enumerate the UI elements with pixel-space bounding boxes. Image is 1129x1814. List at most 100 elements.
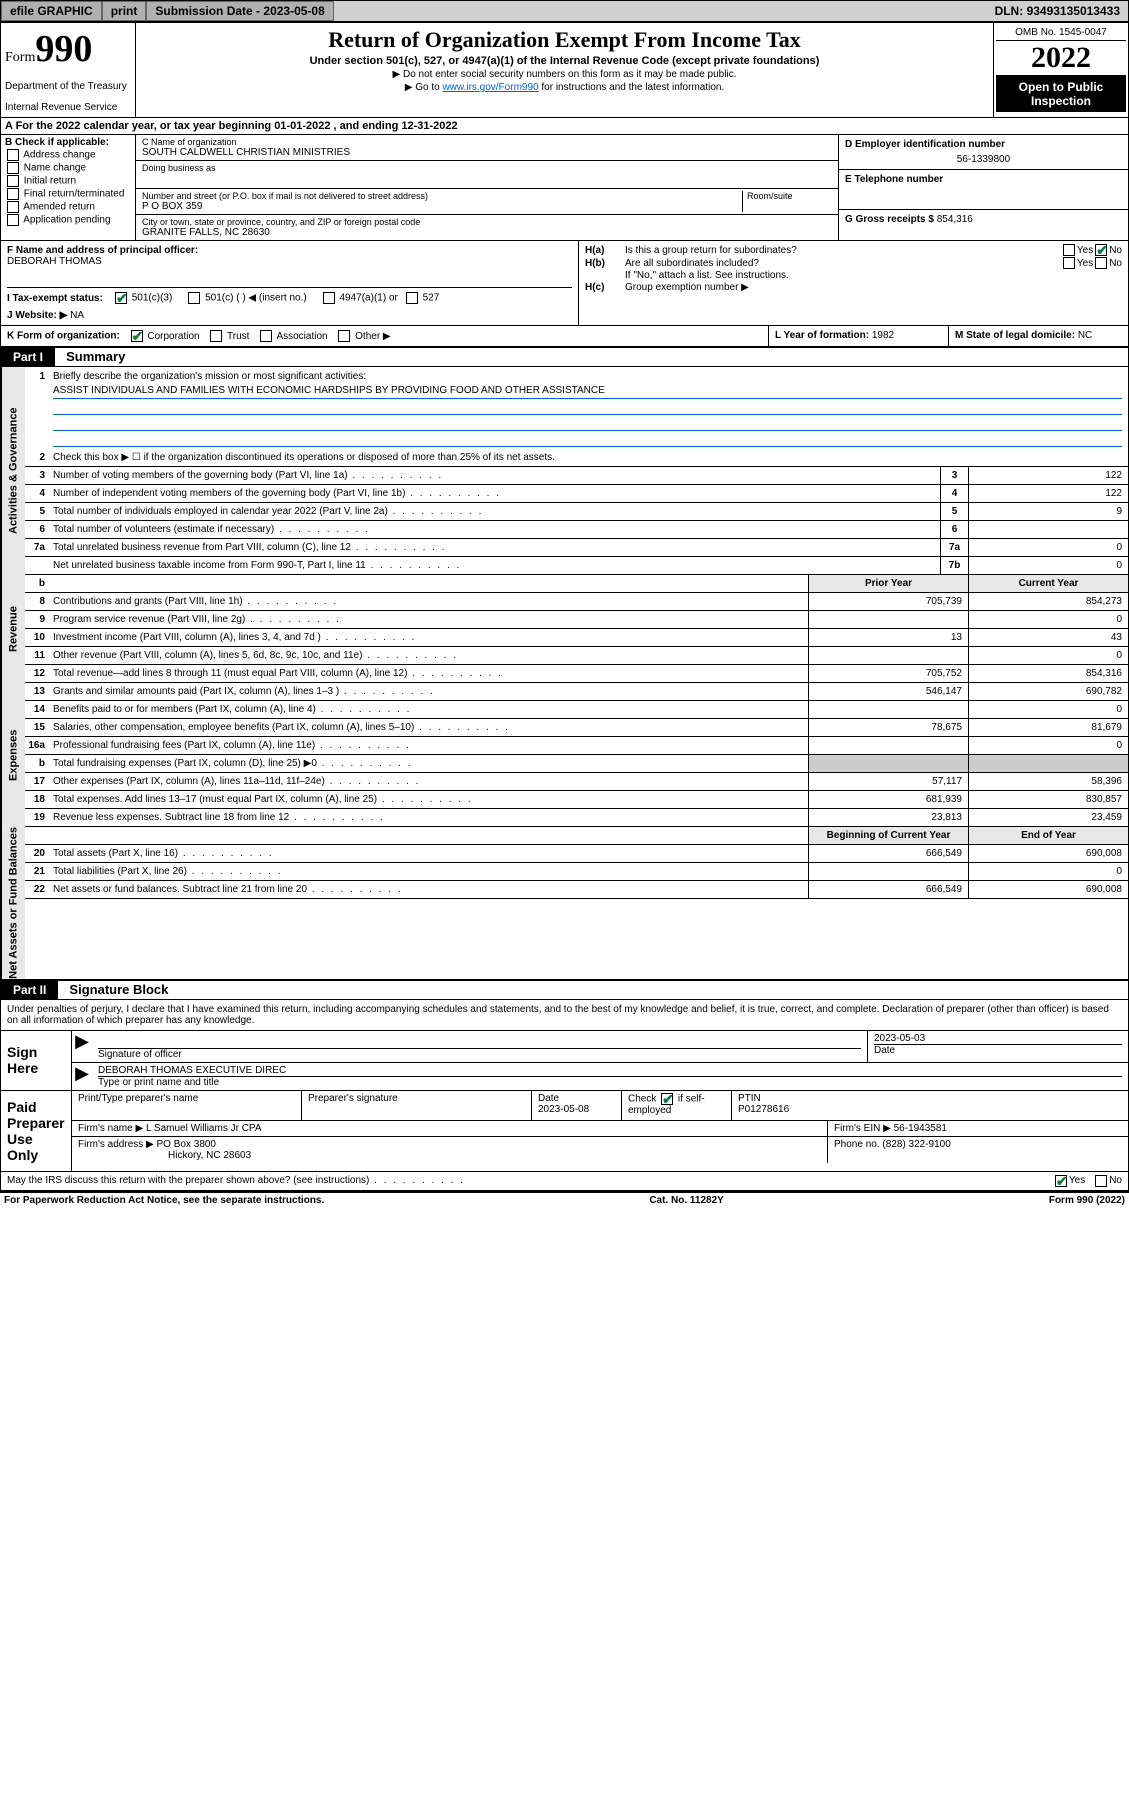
k-opt-2: Association <box>276 331 327 342</box>
b-opt-3-text: Final return/terminated <box>24 189 125 200</box>
line-val <box>968 521 1128 538</box>
line-14: 14 Benefits paid to or for members (Part… <box>25 701 1128 719</box>
efile-button[interactable]: efile GRAPHIC <box>1 1 102 21</box>
line-num: 8 <box>25 596 49 607</box>
irs-label: Internal Revenue Service <box>5 102 131 113</box>
dln-value: 93493135013433 <box>1027 4 1120 18</box>
mission-blank2 <box>53 417 1122 431</box>
hb-yes: Yes <box>1077 258 1093 269</box>
line-curr <box>968 755 1128 772</box>
line-b: b Total fundraising expenses (Part IX, c… <box>25 755 1128 773</box>
paid-preparer-label: Paid Preparer Use Only <box>1 1091 71 1171</box>
c-dba-label: Doing business as <box>142 163 832 173</box>
line-11: 11 Other revenue (Part VIII, column (A),… <box>25 647 1128 665</box>
part1-header: Part I <box>1 348 55 366</box>
vtab-gov: Activities & Governance <box>1 367 25 575</box>
line-curr: 23,459 <box>968 809 1128 826</box>
p-sig-label: Preparer's signature <box>308 1093 525 1104</box>
form-subtitle: Under section 501(c), 527, or 4947(a)(1)… <box>140 55 989 67</box>
gov-line-7a: 7a Total unrelated business revenue from… <box>25 539 1128 557</box>
b-opt-4[interactable]: Amended return <box>5 201 131 213</box>
k-trust-check[interactable] <box>210 330 222 342</box>
m-label: M State of legal domicile: <box>955 330 1078 341</box>
submission-date: Submission Date - 2023-05-08 <box>146 1 333 21</box>
line-num: 7a <box>25 542 49 553</box>
discuss-yes: Yes <box>1069 1175 1085 1187</box>
ha-yes-check[interactable] <box>1063 244 1075 256</box>
form-num: 990 <box>35 28 92 70</box>
i-501c3-check[interactable] <box>115 292 127 304</box>
ha-no-check[interactable] <box>1095 244 1107 256</box>
line-desc: Net unrelated business taxable income fr… <box>49 558 940 573</box>
sig-arrow-2: ▶ <box>72 1063 92 1090</box>
gov-line-5: 5 Total number of individuals employed i… <box>25 503 1128 521</box>
p-name-label: Print/Type preparer's name <box>78 1093 295 1104</box>
dln: DLN: 93493135013433 <box>987 2 1128 20</box>
line-prior <box>808 863 968 880</box>
line2-num: 2 <box>25 452 49 463</box>
firm-name-label: Firm's name ▶ <box>78 1123 143 1134</box>
summary-net: Net Assets or Fund Balances Beginning of… <box>1 827 1128 981</box>
footer-left: For Paperwork Reduction Act Notice, see … <box>4 1195 324 1206</box>
line-curr: 0 <box>968 611 1128 628</box>
c-city-row: City or town, state or province, country… <box>136 215 838 240</box>
hb-yes-check[interactable] <box>1063 257 1075 269</box>
b-opt-1[interactable]: Name change <box>5 162 131 174</box>
line-desc: Professional fundraising fees (Part IX, … <box>49 738 808 753</box>
firm-ein-value: 56-1943581 <box>894 1123 947 1134</box>
k-corp-check[interactable] <box>131 330 143 342</box>
header-left: Form990 Department of the Treasury Inter… <box>1 23 136 117</box>
k-assoc-check[interactable] <box>260 330 272 342</box>
submission-label: Submission Date - <box>155 4 263 18</box>
ha-text: Is this a group return for subordinates? <box>625 245 1061 256</box>
c-street-value: P O BOX 359 <box>142 201 742 212</box>
section-f: F Name and address of principal officer:… <box>1 241 578 325</box>
firm-phone-label: Phone no. <box>834 1139 880 1150</box>
line-val: 9 <box>968 503 1128 520</box>
line-prior <box>808 611 968 628</box>
line-20: 20 Total assets (Part X, line 16) 666,54… <box>25 845 1128 863</box>
discuss-yes-check[interactable] <box>1055 1175 1067 1187</box>
line-prior: 705,752 <box>808 665 968 682</box>
b-opt-0[interactable]: Address change <box>5 149 131 161</box>
b-opt-5[interactable]: Application pending <box>5 214 131 226</box>
omb-number: OMB No. 1545-0047 <box>996 25 1126 41</box>
hb-text: Are all subordinates included? <box>625 258 1061 269</box>
irs-link[interactable]: www.irs.gov/Form990 <box>442 82 538 93</box>
line-desc: Total liabilities (Part X, line 26) <box>49 864 808 879</box>
line-desc: Other revenue (Part VIII, column (A), li… <box>49 648 808 663</box>
vtab-exp: Expenses <box>1 683 25 827</box>
b-label: B Check if applicable: <box>5 137 131 148</box>
line-prior <box>808 647 968 664</box>
self-employed-check[interactable] <box>661 1093 673 1105</box>
form-note1: ▶ Do not enter social security numbers o… <box>140 69 989 80</box>
line-num: 16a <box>25 740 49 751</box>
c-name-row: C Name of organization SOUTH CALDWELL CH… <box>136 135 838 161</box>
firm-addr-label: Firm's address ▶ <box>78 1139 154 1150</box>
sign-here-label: Sign Here <box>1 1031 71 1090</box>
b-opt-3[interactable]: Final return/terminated <box>5 188 131 200</box>
i-label: I Tax-exempt status: <box>7 293 103 304</box>
form-title: Return of Organization Exempt From Incom… <box>140 27 989 53</box>
i-527-check[interactable] <box>406 292 418 304</box>
line-num: 21 <box>25 866 49 877</box>
d-value: 56-1339800 <box>845 154 1122 165</box>
i-4947-check[interactable] <box>323 292 335 304</box>
line-desc: Total unrelated business revenue from Pa… <box>49 540 940 555</box>
line-prior: 666,549 <box>808 845 968 862</box>
i-501c-check[interactable] <box>188 292 200 304</box>
print-button[interactable]: print <box>102 1 147 21</box>
line-prior: 546,147 <box>808 683 968 700</box>
i-opt-1: 501(c) ( ) ◀ (insert no.) <box>205 293 307 304</box>
tax-year: 2022 <box>996 41 1126 76</box>
k-other-check[interactable] <box>338 330 350 342</box>
discuss-no-check[interactable] <box>1095 1175 1107 1187</box>
line-curr: 690,008 <box>968 881 1128 898</box>
firm-addr1: PO Box 3800 <box>157 1139 216 1150</box>
line-curr: 690,782 <box>968 683 1128 700</box>
hb-no: No <box>1109 258 1122 269</box>
vtab-rev: Revenue <box>1 575 25 683</box>
hb-no-check[interactable] <box>1095 257 1107 269</box>
line-curr: 830,857 <box>968 791 1128 808</box>
b-opt-2[interactable]: Initial return <box>5 175 131 187</box>
